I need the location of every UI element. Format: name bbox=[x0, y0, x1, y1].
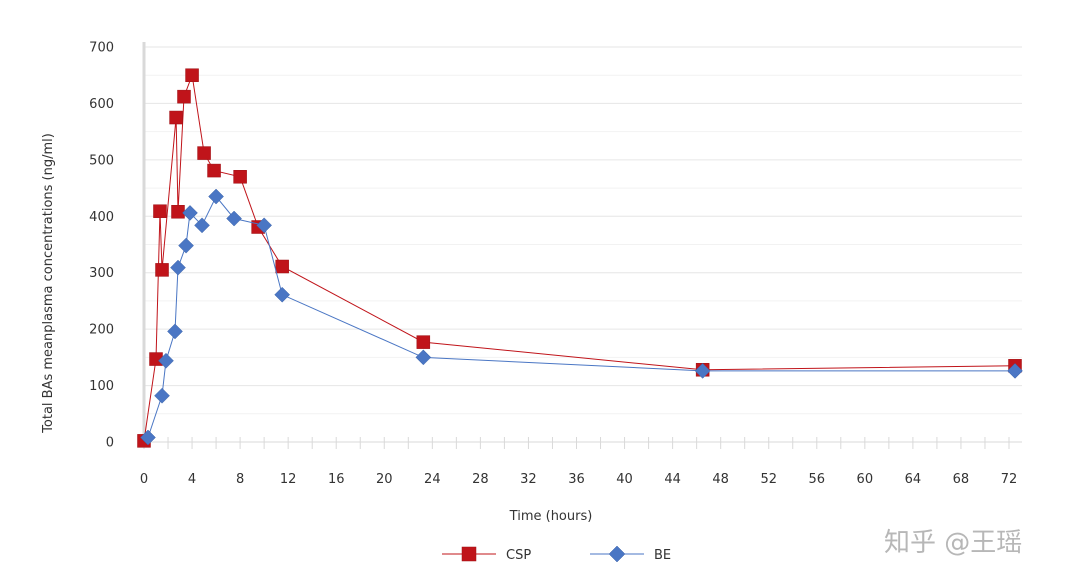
y-tick-label: 100 bbox=[89, 379, 114, 394]
y-tick-label: 500 bbox=[89, 153, 114, 168]
data-point-be bbox=[415, 349, 432, 366]
x-tick-label: 0 bbox=[140, 472, 148, 487]
data-point-csp bbox=[177, 89, 191, 104]
y-tick-label: 300 bbox=[89, 266, 114, 281]
data-point-be bbox=[170, 259, 186, 276]
data-point-csp bbox=[171, 205, 185, 219]
y-axis-ticks: 0 100 200 300 400 500 600 700 bbox=[89, 41, 114, 451]
data-point-be bbox=[1007, 363, 1023, 379]
data-point-be bbox=[274, 286, 291, 303]
x-axis-ticks: 0 4 8 12 16 20 24 28 32 36 40 44 48 52 56 60 64 68 72 bbox=[140, 437, 1017, 487]
x-tick-label: 72 bbox=[1001, 472, 1018, 487]
x-tick-label: 68 bbox=[953, 472, 970, 487]
x-tick-label: 60 bbox=[857, 472, 874, 487]
data-point-csp bbox=[153, 204, 167, 218]
x-tick-label: 24 bbox=[424, 472, 441, 487]
x-tick-label: 52 bbox=[760, 472, 777, 487]
data-point-csp bbox=[197, 146, 211, 160]
data-point-be bbox=[256, 217, 272, 234]
watermark-text: 知乎 @王瑶 bbox=[884, 528, 1022, 558]
series-layer bbox=[137, 68, 1023, 448]
data-point-be bbox=[158, 352, 174, 369]
y-axis-title: Total BAs meanplasma concentrations (ng/… bbox=[41, 133, 56, 434]
x-tick-label: 8 bbox=[236, 472, 244, 487]
data-point-be bbox=[226, 210, 242, 227]
x-tick-label: 56 bbox=[809, 472, 826, 487]
data-point-be bbox=[182, 205, 198, 221]
data-point-csp bbox=[207, 163, 221, 178]
data-point-be bbox=[167, 323, 183, 340]
series-csp bbox=[137, 68, 1022, 448]
x-tick-label: 28 bbox=[472, 472, 489, 487]
x-tick-label: 4 bbox=[188, 472, 196, 487]
data-point-be bbox=[694, 363, 711, 379]
y-tick-label: 400 bbox=[89, 210, 114, 225]
data-point-csp bbox=[275, 259, 289, 274]
x-tick-label: 40 bbox=[616, 472, 633, 487]
series-be-line bbox=[147, 195, 1015, 438]
y-tick-label: 200 bbox=[89, 323, 114, 338]
y-tick-label: 0 bbox=[106, 436, 114, 451]
x-tick-label: 20 bbox=[376, 472, 393, 487]
y-tick-label: 600 bbox=[89, 97, 114, 112]
x-tick-label: 64 bbox=[905, 472, 922, 487]
x-tick-label: 44 bbox=[664, 472, 681, 487]
x-axis-title: Time (hours) bbox=[509, 509, 593, 524]
legend-csp-label: CSP bbox=[506, 548, 531, 563]
data-point-be bbox=[154, 387, 170, 404]
x-tick-label: 16 bbox=[328, 472, 345, 487]
data-point-csp bbox=[233, 170, 247, 184]
data-point-be bbox=[140, 429, 156, 446]
data-point-csp bbox=[155, 263, 169, 277]
gridlines bbox=[144, 46, 1022, 443]
x-tick-label: 48 bbox=[712, 472, 729, 487]
x-tick-label: 12 bbox=[280, 472, 297, 487]
legend-be-marker bbox=[608, 545, 626, 563]
data-point-csp bbox=[169, 110, 183, 125]
data-point-csp bbox=[416, 335, 431, 349]
legend: CSP BE bbox=[442, 545, 671, 563]
data-point-csp bbox=[185, 68, 199, 82]
series-be bbox=[140, 188, 1023, 446]
y-tick-label: 700 bbox=[89, 41, 114, 56]
data-point-be bbox=[178, 237, 194, 254]
series-csp-line bbox=[143, 73, 1016, 441]
x-tick-label: 32 bbox=[520, 472, 537, 487]
data-point-be bbox=[194, 217, 210, 234]
legend-csp-marker bbox=[461, 546, 477, 562]
legend-be-label: BE bbox=[654, 548, 671, 563]
x-tick-label: 36 bbox=[568, 472, 585, 487]
data-point-be bbox=[208, 188, 224, 205]
